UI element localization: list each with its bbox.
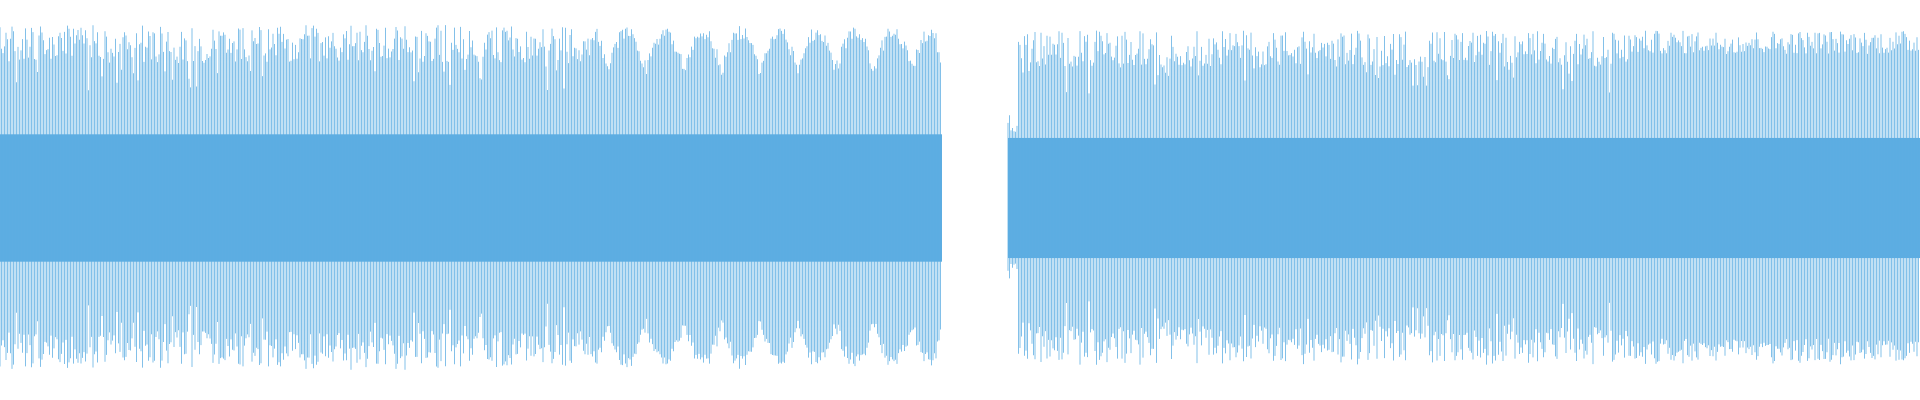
clip-2-waveform[interactable] xyxy=(1007,30,1920,365)
clip-1-peaks xyxy=(0,25,941,370)
clip-2-peaks xyxy=(1007,30,1919,365)
clip-1-waveform[interactable] xyxy=(0,25,942,370)
